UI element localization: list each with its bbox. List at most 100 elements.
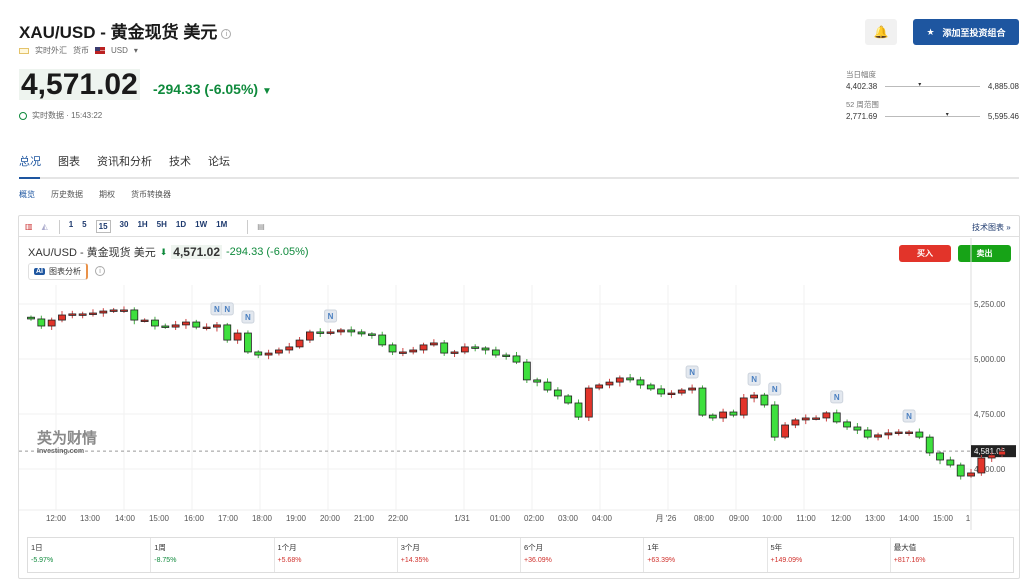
- chart-toolbar: ▥ ◭ 1 5 15 30 1H 5H 1D 1W 1M ▤: [19, 217, 1019, 237]
- sell-button[interactable]: 卖出: [958, 245, 1011, 262]
- price-change: -294.33 (-6.05%) ▼: [153, 81, 272, 97]
- instrument-meta: 实时外汇 货币 USD ▾: [19, 45, 138, 56]
- ai-icon: AI: [34, 268, 45, 275]
- area-chart-icon[interactable]: ◭: [41, 222, 48, 231]
- down-arrow-icon: ▼: [261, 86, 272, 97]
- interval-30[interactable]: 30: [119, 220, 129, 229]
- interval-1W[interactable]: 1W: [195, 220, 208, 229]
- interval-list: 1 5 15 30 1H 5H 1D 1W 1M: [69, 220, 237, 233]
- period-return: +149.09%: [770, 557, 803, 564]
- period-label: 6个月: [524, 543, 544, 552]
- range-marker-icon: ▾: [945, 112, 949, 118]
- interval-5[interactable]: 5: [82, 220, 87, 229]
- technical-chart-link[interactable]: 技术图表 »: [972, 223, 1011, 232]
- layout-icon[interactable]: ▤: [257, 222, 265, 231]
- tab-overview[interactable]: 总况: [19, 156, 41, 168]
- chart-instrument-name: XAU/USD - 黄金现货 美元: [28, 247, 156, 259]
- performance-cell: 1周 -8.75%: [151, 538, 275, 572]
- chart-widget: [18, 215, 1020, 579]
- performance-cell: 3个月 +14.35%: [398, 538, 521, 572]
- market-label: 实时外汇: [35, 46, 67, 55]
- period-label: 1年: [647, 543, 659, 552]
- chevron-down-icon[interactable]: ▾: [133, 46, 138, 55]
- performance-table: 1日 -5.97% 1周 -8.75% 1个月 +5.68% 3个月 +14.35% 6个月 +3…: [27, 537, 1014, 573]
- realtime-text: 实时数据 · 15:43:22: [32, 111, 103, 120]
- subtab-converter[interactable]: 货币转换器: [131, 190, 171, 199]
- subtab-history[interactable]: 历史数据: [51, 190, 83, 199]
- alert-button[interactable]: 🔔: [865, 19, 897, 45]
- star-icon: ★: [926, 26, 935, 37]
- subtab-options[interactable]: 期权: [99, 190, 115, 199]
- day-range-bar: ▾: [885, 82, 980, 88]
- clock-icon: [19, 111, 27, 120]
- period-return: -5.97%: [31, 557, 54, 564]
- tab-news-analysis[interactable]: 资讯和分析: [97, 156, 152, 168]
- chart-header: XAU/USD - 黄金现货 美元 ⬇ 4,571.02 -294.33 (-6…: [28, 244, 309, 260]
- ai-label: 图表分析: [49, 267, 81, 276]
- performance-cell: 6个月 +36.09%: [521, 538, 645, 572]
- range-marker-icon: ▾: [918, 82, 922, 88]
- divider: [58, 219, 60, 234]
- interval-5H[interactable]: 5H: [156, 220, 167, 229]
- investing-watermark-logo: 英为财情 Investing.com: [37, 430, 98, 455]
- currency-select[interactable]: USD: [111, 46, 128, 55]
- performance-cell: 5年 +149.09%: [768, 538, 891, 572]
- change-text: -294.33 (-6.05%): [153, 81, 259, 97]
- subtab-overview[interactable]: 概览: [19, 190, 35, 199]
- interval-1[interactable]: 1: [68, 220, 74, 229]
- day-range-label: 当日幅度: [846, 70, 876, 79]
- info-icon[interactable]: i: [221, 28, 232, 39]
- period-label: 1周: [154, 543, 166, 552]
- info-icon[interactable]: i: [95, 266, 105, 276]
- day-range: 当日幅度 4,402.38 ▾ 4,885.08: [846, 69, 1019, 91]
- category-label: 货币: [73, 46, 89, 55]
- period-return: +817.16%: [893, 557, 926, 564]
- interval-15[interactable]: 15: [95, 220, 111, 233]
- performance-cell: 1个月 +5.68%: [275, 538, 398, 572]
- period-label: 1日: [31, 543, 43, 552]
- add-to-portfolio-button[interactable]: ★ 添加至投资组合: [913, 19, 1019, 45]
- week52-range-bar: ▾: [885, 112, 980, 118]
- buy-button[interactable]: 买入: [899, 245, 951, 262]
- realtime-status: 实时数据 · 15:43:22: [19, 110, 102, 121]
- day-low: 4,402.38: [846, 82, 878, 91]
- add-portfolio-label: 添加至投资组合: [942, 27, 1006, 38]
- down-arrow-icon: ⬇: [159, 246, 168, 257]
- performance-cell: 最大值 +817.16%: [891, 538, 1013, 572]
- chart-change: -294.33 (-6.05%): [226, 246, 309, 258]
- market-icon: [19, 47, 29, 54]
- week52-low: 2,771.69: [846, 112, 878, 121]
- main-tabs: 总况 图表 资讯和分析 技术 论坛: [19, 153, 230, 169]
- chart-price: 4,571.02: [171, 245, 222, 259]
- title-text: XAU/USD - 黄金现货 美元: [19, 23, 218, 42]
- tab-forum[interactable]: 论坛: [208, 156, 230, 168]
- tab-technical[interactable]: 技术: [169, 156, 191, 168]
- period-return: +36.09%: [524, 557, 552, 564]
- week52-range: 52 周范围 2,771.69 ▾ 5,595.46: [846, 99, 1019, 121]
- period-return: +14.35%: [400, 557, 429, 564]
- sub-tabs: 概览 历史数据 期权 货币转换器: [19, 189, 171, 200]
- interval-1M[interactable]: 1M: [216, 220, 228, 229]
- period-label: 3个月: [400, 543, 420, 552]
- period-return: +5.68%: [277, 557, 302, 564]
- divider: [247, 219, 249, 234]
- candlestick-icon[interactable]: ▥: [25, 222, 33, 231]
- period-label: 最大值: [893, 543, 917, 552]
- chart-analysis-button[interactable]: AI 图表分析: [28, 263, 88, 280]
- bell-plus-icon: 🔔: [873, 25, 889, 39]
- period-label: 5年: [770, 543, 783, 552]
- period-return: +63.39%: [647, 557, 676, 564]
- interval-1H[interactable]: 1H: [137, 220, 148, 229]
- period-label: 1个月: [277, 543, 297, 552]
- page-title: XAU/USD - 黄金现货 美元 i: [19, 18, 232, 43]
- day-high: 4,885.08: [987, 82, 1019, 91]
- interval-1D[interactable]: 1D: [175, 220, 187, 229]
- tab-underline: [19, 177, 1019, 179]
- last-price: 4,571.02: [19, 68, 140, 101]
- week52-high: 5,595.46: [987, 112, 1019, 121]
- period-return: -8.75%: [154, 557, 177, 564]
- tab-chart[interactable]: 图表: [58, 156, 80, 168]
- us-flag-icon: [95, 47, 105, 54]
- performance-cell: 1年 +63.39%: [644, 538, 768, 572]
- week52-range-label: 52 周范围: [846, 100, 879, 109]
